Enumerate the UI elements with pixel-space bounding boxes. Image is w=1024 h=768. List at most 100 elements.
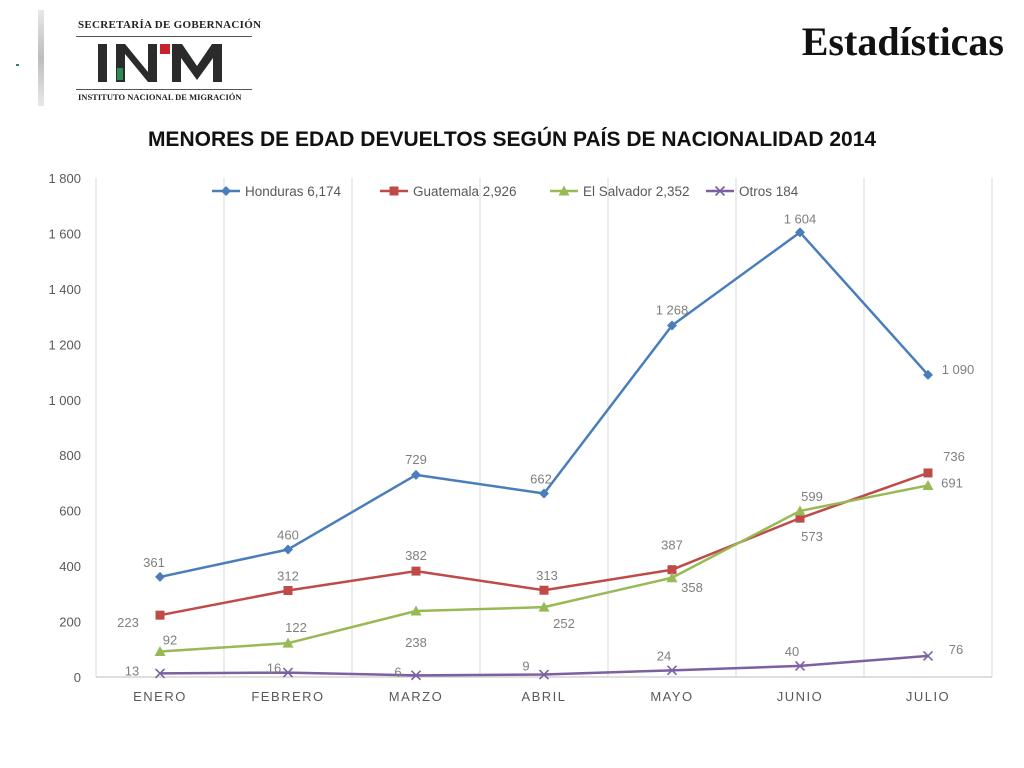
x-tick-label: FEBRERO (251, 689, 324, 704)
data-point-triangle (538, 601, 550, 612)
chart-legend: Honduras 6,174 Guatemala 2,926 El Salvador… (212, 184, 799, 199)
chart-title: MENORES DE EDAD DEVUELTOS SEGÚN PAÍS DE … (147, 128, 877, 151)
data-label: 691 (941, 475, 963, 490)
data-label: 16 (267, 661, 281, 676)
data-point-x-stroke (794, 660, 806, 671)
data-point-square (923, 468, 933, 478)
data-label: 382 (405, 548, 427, 563)
y-tick-label: 1 600 (48, 226, 81, 241)
chart-data-labels: 361 460 729 662 1 268 1 604 1 090 223 312 382 313 3… (117, 211, 974, 679)
x-tick-label: ABRIL (521, 689, 566, 704)
data-label: 312 (277, 569, 299, 584)
data-point-x-stroke (282, 667, 294, 678)
data-point-diamond (539, 488, 549, 499)
data-label: 662 (530, 471, 552, 486)
data-label: 238 (405, 635, 427, 650)
data-point-square (283, 586, 293, 596)
data-point-x-stroke (154, 668, 166, 679)
y-tick-label: 200 (59, 615, 81, 630)
y-tick-label: 1 200 (48, 337, 81, 352)
data-point-x (538, 669, 550, 680)
data-label: 6 (394, 664, 401, 679)
data-point-x (666, 665, 678, 676)
legend-entry: El Salvador 2,352 (550, 184, 690, 199)
data-label: 729 (405, 452, 427, 467)
data-point-triangle (558, 185, 570, 196)
data-label: 1 604 (784, 211, 817, 226)
legend-entry: Otros 184 (706, 184, 799, 199)
data-point-diamond (283, 544, 293, 555)
data-point-x (794, 660, 806, 671)
series-3 (154, 650, 934, 681)
series-1 (155, 468, 933, 620)
x-tick-label: ENERO (133, 689, 187, 704)
legend-label: Honduras 6,174 (245, 184, 342, 199)
data-point-diamond (411, 469, 421, 480)
data-point-x (410, 670, 422, 681)
x-tick-label: MARZO (389, 689, 443, 704)
data-label: 736 (943, 449, 965, 464)
data-point-x-stroke (410, 670, 422, 681)
data-point-triangle (666, 572, 678, 583)
data-label: 313 (536, 568, 558, 583)
data-point-diamond (221, 186, 231, 196)
data-point-diamond (155, 571, 165, 582)
series-2 (154, 479, 934, 656)
data-point-triangle (410, 605, 422, 616)
logo-bottom-text: INSTITUTO NACIONAL DE MIGRACIÓN (78, 92, 242, 102)
y-tick-label: 1 800 (48, 171, 81, 186)
logo-divider-top (76, 36, 252, 37)
data-label: 13 (125, 663, 139, 678)
data-point-x-stroke (538, 669, 550, 680)
data-point-triangle (794, 505, 806, 516)
data-label: 387 (661, 538, 683, 553)
legend-label: Otros 184 (739, 184, 799, 199)
series-line (159, 231, 929, 579)
legend-entry: Honduras 6,174 (212, 184, 342, 199)
data-point-square (795, 513, 805, 523)
data-point-square (539, 585, 549, 595)
x-tick-label: JULIO (906, 689, 950, 704)
data-label: 40 (785, 644, 799, 659)
y-tick-label: 600 (59, 504, 81, 519)
data-label: 252 (553, 616, 575, 631)
y-tick-label: 1 000 (48, 393, 81, 408)
data-label: 122 (285, 620, 307, 635)
data-point-triangle (154, 645, 166, 656)
data-label: 92 (163, 632, 177, 647)
x-tick-label: MAYO (650, 689, 693, 704)
y-tick-label: 0 (74, 670, 81, 685)
inm-logo: SECRETARÍA DE GOBERNACIÓN INSTITUTO NACI… (0, 0, 270, 110)
chart-grid (95, 178, 993, 677)
legend-label: El Salvador 2,352 (583, 184, 690, 199)
data-label: 24 (657, 648, 671, 663)
chart-axes: 0 200 400 600 800 1 000 1 200 1 400 1 600 1 800 EN… (48, 171, 992, 704)
data-point-diamond (923, 369, 933, 380)
legend-entry: Guatemala 2,926 (380, 184, 517, 199)
x-tick-label: JUNIO (777, 689, 824, 704)
data-label: 573 (801, 529, 823, 544)
data-point-square (389, 186, 399, 196)
data-point-x (154, 668, 166, 679)
y-tick-label: 400 (59, 559, 81, 574)
page-title: Estadísticas (801, 19, 1004, 64)
data-label: 223 (117, 615, 139, 630)
data-label: 599 (801, 489, 823, 504)
y-tick-label: 1 400 (48, 282, 81, 297)
legend-label: Guatemala 2,926 (413, 184, 517, 199)
data-label: 1 090 (942, 362, 975, 377)
data-point-x-stroke (922, 650, 934, 661)
y-tick-label: 800 (59, 448, 81, 463)
data-point-x (282, 667, 294, 678)
data-label: 358 (681, 580, 703, 595)
data-point-square (155, 610, 165, 620)
data-point-triangle (282, 637, 294, 648)
data-point-square (411, 566, 421, 576)
data-point-x-stroke (714, 185, 726, 197)
data-point-x-stroke (666, 665, 678, 676)
logo-divider-bottom (76, 89, 252, 90)
data-point-diamond (795, 227, 805, 238)
data-label: 460 (277, 527, 299, 542)
line-chart: 0 200 400 600 800 1 000 1 200 1 400 1 600 1 800 EN… (48, 171, 993, 704)
inm-logo-mark (98, 44, 222, 82)
